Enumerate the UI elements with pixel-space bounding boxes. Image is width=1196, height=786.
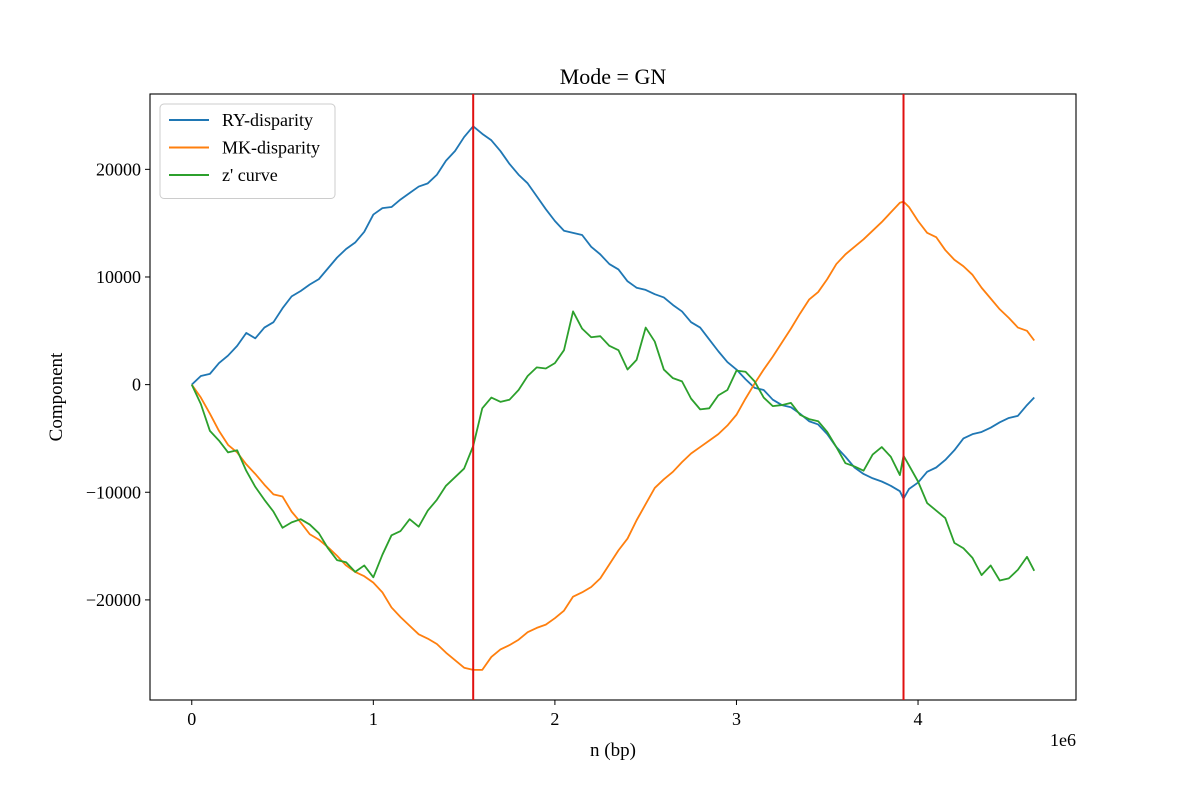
x-tick-label: 3 [732, 709, 741, 729]
series-line-2 [190, 310, 1036, 582]
x-tick-label: 2 [550, 709, 559, 729]
legend-label: z' curve [222, 165, 278, 185]
x-tick-label: 0 [187, 709, 196, 729]
y-tick-label: 10000 [96, 267, 141, 287]
series-layer [190, 125, 1036, 671]
series-line-1 [191, 200, 1035, 671]
y-axis-label: Component [46, 352, 67, 441]
y-tick-label: −10000 [86, 482, 141, 502]
y-axis-ticks: −20000 −10000 0 10000 20000 [86, 159, 150, 610]
legend: RY-disparity MK-disparity z' curve [159, 103, 336, 199]
x-tick-label: 4 [914, 709, 923, 729]
plot-area-frame [149, 93, 1077, 701]
x-axis-label: n (bp) [590, 740, 636, 761]
legend-label: MK-disparity [222, 138, 320, 158]
legend-label: RY-disparity [222, 110, 313, 130]
series-line-0 [191, 125, 1035, 500]
chart-title: Mode = GN [560, 64, 667, 89]
legend-items: RY-disparity MK-disparity z' curve [169, 110, 320, 185]
x-tick-label: 1 [369, 709, 378, 729]
y-tick-label: 0 [132, 375, 141, 395]
vertical-marker-layer [472, 94, 905, 700]
x-axis-offset-label: 1e6 [1050, 730, 1076, 750]
y-tick-label: 20000 [96, 159, 141, 179]
x-axis-ticks: 0 1 2 3 4 [187, 700, 923, 729]
y-tick-label: −20000 [86, 590, 141, 610]
